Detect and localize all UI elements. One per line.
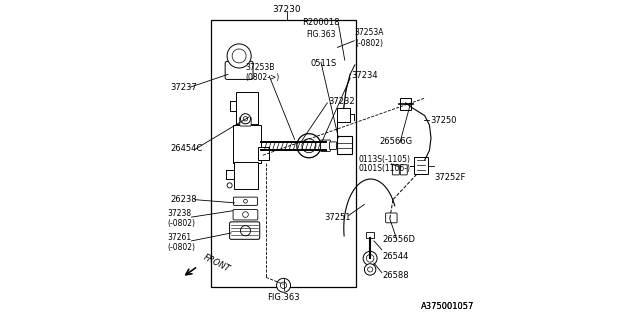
Circle shape	[227, 44, 251, 68]
FancyBboxPatch shape	[386, 213, 397, 223]
Bar	[258, 147, 269, 160]
Text: 26544: 26544	[383, 252, 409, 261]
Circle shape	[276, 278, 291, 292]
Circle shape	[241, 226, 250, 236]
Text: R200018: R200018	[303, 18, 340, 27]
Circle shape	[244, 199, 247, 203]
Text: 37253B
(0802->): 37253B (0802->)	[246, 63, 280, 83]
Text: FIG.363: FIG.363	[268, 292, 300, 301]
Text: A375001057: A375001057	[420, 302, 474, 311]
Bar	[211, 20, 356, 287]
FancyBboxPatch shape	[234, 197, 257, 205]
Circle shape	[367, 267, 372, 272]
Circle shape	[243, 212, 248, 217]
FancyBboxPatch shape	[230, 222, 260, 239]
Text: 37234: 37234	[351, 71, 378, 80]
Text: 37232: 37232	[328, 97, 355, 106]
FancyBboxPatch shape	[321, 140, 330, 151]
Circle shape	[363, 252, 377, 265]
Circle shape	[364, 264, 376, 275]
Circle shape	[241, 114, 250, 124]
FancyBboxPatch shape	[233, 210, 258, 220]
Bar	[236, 92, 258, 124]
Text: 37238
(-0802): 37238 (-0802)	[167, 209, 195, 228]
Text: 37250: 37250	[430, 116, 457, 125]
FancyBboxPatch shape	[392, 165, 399, 175]
Text: 26238: 26238	[170, 195, 197, 204]
Text: 37230: 37230	[273, 5, 301, 14]
Circle shape	[366, 254, 374, 262]
Bar	[366, 232, 374, 238]
FancyBboxPatch shape	[225, 61, 253, 79]
Text: FRONT: FRONT	[202, 252, 232, 274]
Bar	[233, 125, 261, 163]
Bar	[400, 98, 412, 109]
Text: 26454C: 26454C	[170, 144, 202, 153]
Bar	[237, 124, 257, 136]
Text: 37253A
(-0802): 37253A (-0802)	[355, 28, 385, 48]
Text: 0511S: 0511S	[310, 60, 337, 68]
FancyBboxPatch shape	[330, 142, 337, 149]
Circle shape	[302, 139, 316, 153]
Circle shape	[297, 134, 321, 158]
Text: 26588: 26588	[383, 271, 410, 280]
Circle shape	[232, 49, 246, 63]
Text: 0113S(-1105): 0113S(-1105)	[358, 155, 410, 164]
Circle shape	[280, 282, 287, 288]
Text: 37237: 37237	[170, 83, 197, 92]
Text: 37261
(-0802): 37261 (-0802)	[167, 233, 195, 252]
Text: 26556D: 26556D	[383, 235, 416, 244]
Bar	[413, 157, 428, 174]
Text: A375001057: A375001057	[420, 302, 474, 311]
Text: 37251: 37251	[324, 213, 350, 222]
Text: 26566G: 26566G	[380, 137, 413, 146]
Text: FIG.363: FIG.363	[307, 30, 336, 39]
Circle shape	[227, 183, 232, 188]
Text: 0101S(1106-): 0101S(1106-)	[358, 164, 410, 173]
FancyBboxPatch shape	[240, 117, 251, 126]
Bar	[337, 136, 352, 154]
Bar	[337, 108, 350, 122]
FancyBboxPatch shape	[400, 165, 407, 175]
Circle shape	[243, 116, 248, 121]
Text: 37252F: 37252F	[434, 173, 465, 182]
Bar	[234, 162, 258, 188]
